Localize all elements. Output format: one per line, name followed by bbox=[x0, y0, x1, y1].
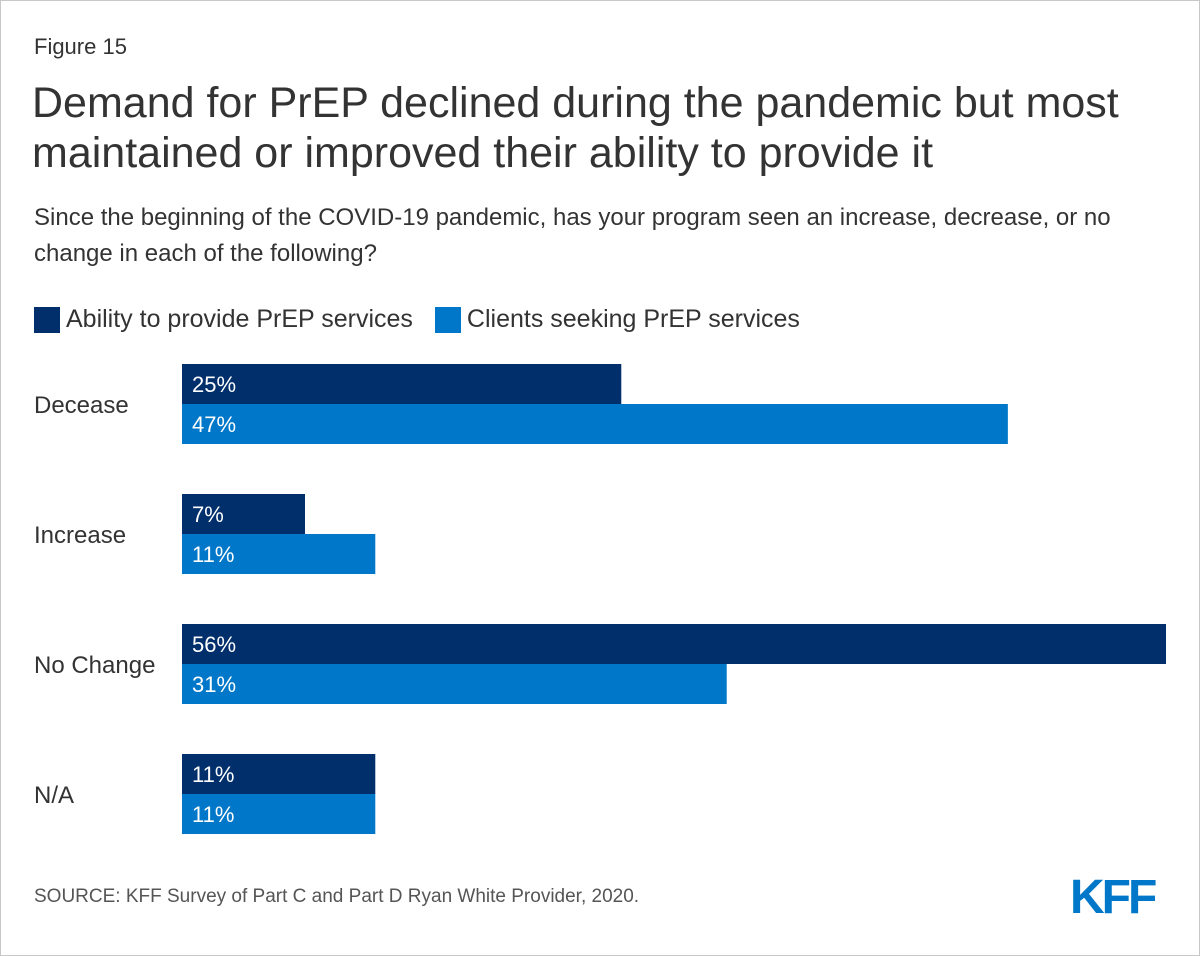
source-note: SOURCE: KFF Survey of Part C and Part D … bbox=[34, 886, 640, 907]
legend: Ability to provide PrEP services Clients… bbox=[34, 305, 822, 334]
bar-chart: Decease 25% 47% Increase 7% 11% No Change 56% 31… bbox=[34, 364, 1166, 834]
data-label-n-a-ability: 11% bbox=[192, 762, 234, 787]
figure-label: Figure 15 bbox=[34, 34, 127, 59]
category-label-decease: Decease bbox=[34, 392, 129, 419]
data-label-decease-clients: 47% bbox=[192, 412, 236, 437]
data-label-increase-clients: 11% bbox=[192, 542, 234, 567]
data-label-no-change-ability: 56% bbox=[192, 632, 236, 657]
data-label-increase-ability: 7% bbox=[192, 502, 224, 527]
legend-swatch-clients bbox=[434, 306, 461, 333]
bar-increase-clients bbox=[182, 534, 376, 574]
legend-label-clients: Clients seeking PrEP services bbox=[466, 305, 800, 333]
data-label-n-a-clients: 11% bbox=[192, 802, 234, 827]
bar-decease-ability bbox=[182, 364, 622, 404]
chart-subtitle: Since the beginning of the COVID-19 pand… bbox=[34, 204, 1111, 267]
bar-n-a-clients bbox=[182, 794, 376, 834]
legend-item-clients: Clients seeking PrEP services bbox=[434, 305, 800, 334]
legend-item-ability: Ability to provide PrEP services bbox=[34, 305, 413, 334]
legend-swatch-ability bbox=[34, 306, 60, 333]
category-label-n-a: N/A bbox=[34, 782, 74, 809]
kff-logo: KFF bbox=[1070, 871, 1157, 924]
bar-decease-clients bbox=[182, 404, 1008, 444]
data-label-decease-ability: 25% bbox=[192, 372, 236, 397]
category-label-increase: Increase bbox=[34, 522, 126, 549]
legend-label-ability: Ability to provide PrEP services bbox=[66, 305, 413, 333]
chart-title: Demand for PrEP declined during the pand… bbox=[32, 79, 1119, 177]
bar-n-a-ability bbox=[182, 754, 376, 794]
bar-no-change-clients bbox=[182, 664, 727, 704]
category-label-no-change: No Change bbox=[34, 652, 155, 679]
bar-no-change-ability bbox=[182, 624, 1166, 664]
bar-increase-ability bbox=[182, 494, 305, 534]
data-label-no-change-clients: 31% bbox=[192, 672, 236, 697]
